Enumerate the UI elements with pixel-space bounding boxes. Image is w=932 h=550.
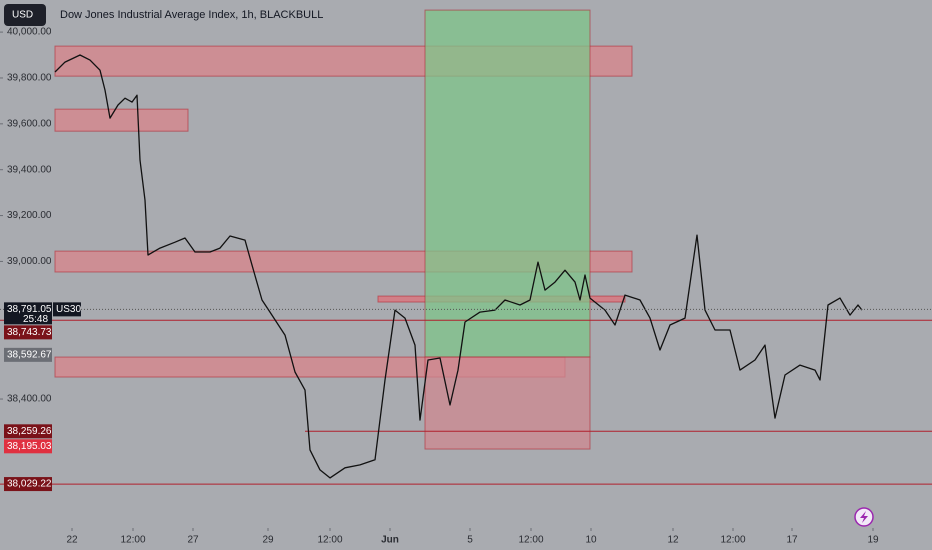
price-label: 38,259.26 xyxy=(7,426,52,437)
price-label-box xyxy=(4,325,52,340)
price-label-box xyxy=(4,302,52,325)
x-tick-label: 12:00 xyxy=(518,535,543,546)
y-tick-label: 39,400.00 xyxy=(7,164,52,175)
symbol-label: US30 xyxy=(56,304,81,315)
y-tick-label: 38,400.00 xyxy=(7,394,52,405)
zone xyxy=(54,108,189,132)
axis: 40,000.00 39,800.00 39,600.00 39,400.00 39,2… xyxy=(4,27,879,546)
price-label: 38,029.22 xyxy=(7,479,52,490)
x-tick-label: 10 xyxy=(585,535,597,546)
price-label: 38,592.67 xyxy=(7,349,52,360)
x-tick-label: 22 xyxy=(66,535,78,546)
zone xyxy=(424,9,591,358)
x-tick-label: 19 xyxy=(867,535,879,546)
price-label: 38,791.05 xyxy=(7,304,52,315)
chart-title: Dow Jones Industrial Average Index, 1h, … xyxy=(60,9,323,21)
countdown: 25:48 xyxy=(23,314,48,325)
zones xyxy=(54,9,633,450)
x-tick-label: 12 xyxy=(667,535,679,546)
y-tick-label: 39,200.00 xyxy=(7,210,52,221)
plot: US30 xyxy=(0,54,932,485)
price-line xyxy=(54,54,863,479)
alert-bolt xyxy=(860,511,868,523)
y-tick-label: 39,800.00 xyxy=(7,73,52,84)
price-label: 38,195.03 xyxy=(7,441,52,452)
price-label-box xyxy=(4,424,52,439)
x-tick-label: 12:00 xyxy=(720,535,745,546)
currency[interactable]: USD xyxy=(12,10,33,21)
y-tick-label: 39,600.00 xyxy=(7,118,52,129)
price-label: 38,743.73 xyxy=(7,327,52,338)
x-tick-label: 29 xyxy=(262,535,274,546)
grid xyxy=(0,31,874,531)
price-label-box xyxy=(4,439,52,454)
x-tick-label: Jun xyxy=(381,535,399,546)
x-tick-label: 5 xyxy=(467,535,473,546)
price-label-box xyxy=(4,347,52,362)
y-tick-label: 40,000.00 xyxy=(7,27,52,38)
x-tick-label: 17 xyxy=(786,535,798,546)
x-tick-label: 12:00 xyxy=(120,535,145,546)
currency-button[interactable] xyxy=(4,4,46,26)
zone xyxy=(424,356,591,450)
x-tick-label: 27 xyxy=(187,535,199,546)
y-tick-label: 39,000.00 xyxy=(7,256,52,267)
x-tick-label: 12:00 xyxy=(317,535,342,546)
symbol-tag xyxy=(53,302,81,317)
price-label-box xyxy=(4,477,52,492)
